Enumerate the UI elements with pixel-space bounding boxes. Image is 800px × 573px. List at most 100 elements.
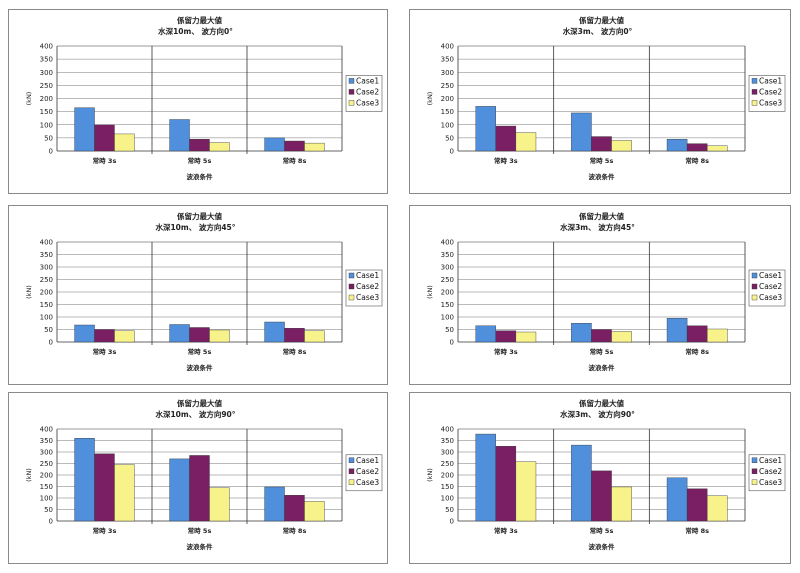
legend-swatch — [751, 457, 758, 463]
bar-case2 — [284, 140, 305, 152]
chart-title: 係留力最大値 — [177, 211, 222, 221]
bar-case3 — [707, 145, 728, 152]
y-tick-label: 0 — [450, 148, 454, 156]
chart-panel: 係留力最大値 水深3m、 波方向45° 0 50 100 150 200 250 300 350 4… — [409, 205, 791, 385]
legend-label: Case2 — [356, 467, 379, 476]
y-tick-label: 200 — [441, 95, 454, 103]
bar-case3 — [304, 501, 325, 522]
x-category-label: 常時 5s — [590, 526, 614, 535]
legend-label: Case3 — [356, 98, 379, 107]
y-axis-label: (kN) — [25, 285, 33, 299]
legend-label: Case3 — [759, 478, 782, 487]
y-tick-label: 100 — [40, 495, 53, 503]
legend-label: Case3 — [356, 293, 379, 302]
legend-swatch — [348, 468, 355, 474]
y-tick-label: 400 — [40, 239, 53, 247]
legend-label: Case2 — [759, 282, 782, 291]
bar-case2 — [189, 138, 210, 152]
bar-case2 — [94, 124, 115, 152]
y-tick-label: 0 — [450, 518, 454, 526]
y-tick-label: 250 — [441, 276, 454, 284]
y-tick-label: 350 — [441, 437, 454, 445]
bar-case2 — [189, 327, 210, 343]
x-axis-label: 波浪条件 — [589, 363, 616, 372]
y-tick-label: 200 — [441, 289, 454, 297]
y-tick-label: 100 — [40, 314, 53, 322]
y-tick-label: 100 — [441, 121, 454, 129]
legend-swatch — [751, 78, 758, 84]
x-category-label: 常時 3s — [93, 347, 117, 356]
x-category-label: 常時 3s — [494, 526, 518, 535]
bar-case1 — [169, 119, 190, 152]
bar-case1 — [74, 107, 95, 152]
x-category-label: 常時 3s — [494, 156, 518, 165]
bar-case3 — [611, 486, 632, 522]
legend-swatch — [751, 468, 758, 474]
chart-title: 係留力最大値 — [579, 398, 624, 408]
legend-swatch — [348, 272, 355, 279]
x-category-label: 常時 5s — [188, 156, 212, 165]
x-axis-label: 波浪条件 — [589, 542, 616, 551]
y-tick-label: 400 — [441, 426, 454, 434]
bar-case1 — [475, 325, 496, 343]
x-category-label: 常時 8s — [283, 347, 307, 356]
x-category-label: 常時 5s — [590, 347, 614, 356]
chart-subtitle: 水深10m、 波方向0° — [158, 26, 233, 36]
chart-subtitle: 水深10m、 波方向45° — [155, 222, 235, 232]
x-category-label: 常時 3s — [93, 156, 117, 165]
bar-case2 — [686, 488, 708, 522]
bar-case2 — [686, 143, 708, 152]
legend-swatch — [348, 294, 355, 301]
legend-label: Case2 — [356, 282, 379, 291]
y-tick-label: 200 — [40, 472, 53, 480]
bar-case2 — [591, 329, 612, 343]
y-tick-label: 150 — [40, 483, 53, 491]
bar-case1 — [571, 112, 592, 152]
x-axis-label: 波浪条件 — [187, 542, 214, 551]
y-tick-label: 350 — [40, 56, 53, 64]
y-tick-label: 300 — [40, 69, 53, 77]
bar-case2 — [495, 125, 517, 152]
bar-case3 — [209, 142, 230, 152]
legend-swatch — [751, 294, 758, 301]
legend-label: Case3 — [356, 478, 379, 487]
y-tick-label: 350 — [441, 251, 454, 259]
y-tick-label: 100 — [441, 314, 454, 322]
y-tick-label: 0 — [450, 339, 454, 347]
bar-case1 — [475, 433, 496, 522]
bar-case1 — [169, 458, 190, 522]
legend-swatch — [751, 272, 758, 279]
legend-swatch — [751, 479, 758, 485]
legend-swatch — [348, 479, 355, 485]
x-axis-label: 波浪条件 — [187, 363, 214, 372]
x-category-label: 常時 3s — [494, 347, 518, 356]
chart-title: 係留力最大値 — [579, 211, 624, 221]
x-axis-label: 波浪条件 — [589, 172, 616, 181]
y-tick-label: 50 — [44, 506, 53, 514]
legend-label: Case2 — [759, 467, 782, 476]
bar-case1 — [666, 318, 688, 343]
y-tick-label: 250 — [40, 460, 53, 468]
y-axis-label: (kN) — [426, 468, 434, 482]
chart-title: 係留力最大値 — [177, 15, 222, 25]
y-tick-label: 400 — [40, 43, 53, 51]
x-category-label: 常時 3s — [93, 526, 117, 535]
bar-case1 — [571, 444, 592, 522]
bar-case2 — [189, 455, 210, 522]
chart-title: 係留力最大値 — [579, 15, 624, 25]
bar-case3 — [515, 461, 537, 522]
bar-case2 — [284, 495, 305, 522]
bar-case3 — [304, 330, 325, 343]
bar-case3 — [611, 140, 632, 152]
chart-panel: 係留力最大値 水深10m、 波方向45° 0 50 100 150 200 250 300 350… — [8, 205, 388, 385]
y-tick-label: 200 — [40, 289, 53, 297]
y-tick-label: 300 — [40, 264, 53, 272]
bar-case3 — [209, 487, 230, 522]
legend-label: Case3 — [759, 98, 782, 107]
legend-label: Case2 — [759, 87, 782, 96]
y-tick-label: 0 — [49, 148, 53, 156]
y-tick-label: 300 — [441, 69, 454, 77]
legend-swatch — [348, 457, 355, 463]
